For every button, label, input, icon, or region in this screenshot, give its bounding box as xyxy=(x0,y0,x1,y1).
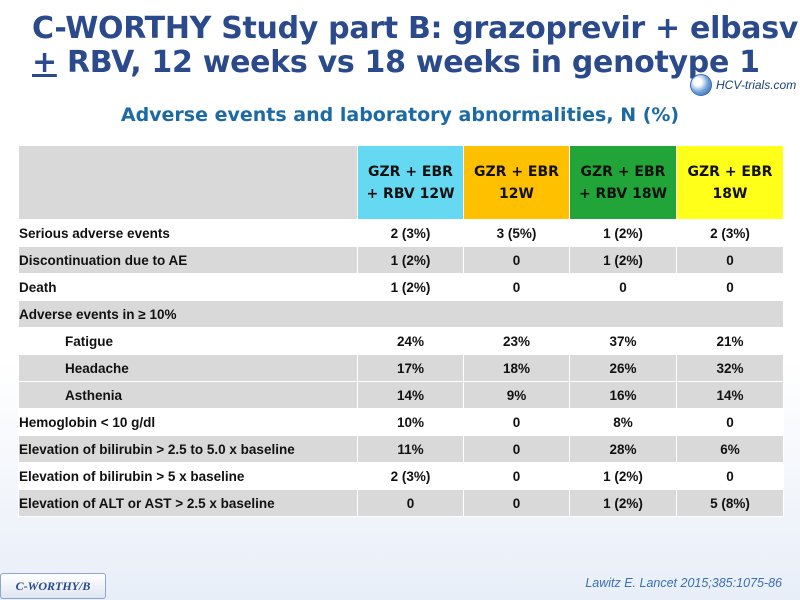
header-line-2: 18W xyxy=(712,185,748,202)
table-row: Discontinuation due to AE 1 (2%) 0 1 (2%… xyxy=(18,246,784,274)
cell-value: 6% xyxy=(676,435,784,463)
cell-value: 0 xyxy=(676,246,784,274)
table-corner-cell xyxy=(18,145,358,220)
table-row: Asthenia 14% 9% 16% 14% xyxy=(18,381,784,409)
cell-value: 16% xyxy=(569,381,677,409)
title-line-2: + RBV, 12 weeks vs 18 weeks in genotype … xyxy=(32,45,760,80)
cell-value: 17% xyxy=(357,354,464,382)
table-row: Elevation of ALT or AST > 2.5 x baseline… xyxy=(18,489,784,517)
header-gzr-ebr-18w: GZR + EBR 18W xyxy=(676,145,784,220)
cell-value: 11% xyxy=(357,435,464,463)
header-gzr-ebr-rbv-12w: GZR + EBR + RBV 12W xyxy=(357,145,464,220)
title-line-2-text: RBV, 12 weeks vs 18 weeks in genotype 1 xyxy=(56,45,760,80)
cell-value: 0 xyxy=(463,273,570,301)
cell-value: 14% xyxy=(676,381,784,409)
cell-value: 26% xyxy=(569,354,677,382)
cell-value: 0 xyxy=(676,462,784,490)
row-label: Elevation of bilirubin > 5 x baseline xyxy=(18,462,358,490)
hcv-trials-logo: HCV-trials.com xyxy=(690,74,800,96)
cell-value: 0 xyxy=(463,462,570,490)
table-row: Fatigue 24% 23% 37% 21% xyxy=(18,327,784,355)
row-label: Adverse events in ≥ 10% xyxy=(18,300,784,328)
citation-reference: Lawitz E. Lancet 2015;385:1075-86 xyxy=(585,576,782,590)
cell-value: 1 (2%) xyxy=(569,489,677,517)
header-line-1: GZR + EBR xyxy=(687,163,773,180)
cell-value: 21% xyxy=(676,327,784,355)
row-label: Serious adverse events xyxy=(18,219,358,247)
header-line-1: GZR + EBR xyxy=(580,163,666,180)
adverse-events-table: GZR + EBR + RBV 12W GZR + EBR 12W GZR + … xyxy=(18,145,784,517)
cell-value: 0 xyxy=(569,273,677,301)
title-line-1: C-WORTHY Study part B: grazoprevir + elb… xyxy=(32,11,800,46)
table-row: Headache 17% 18% 26% 32% xyxy=(18,354,784,382)
table-row: Adverse events in ≥ 10% xyxy=(18,300,784,328)
cell-value: 2 (3%) xyxy=(357,462,464,490)
cell-value: 1 (2%) xyxy=(569,246,677,274)
cell-value: 1 (2%) xyxy=(569,219,677,247)
row-label: Discontinuation due to AE xyxy=(18,246,358,274)
cell-value: 0 xyxy=(463,246,570,274)
header-line-2: + RBV 18W xyxy=(578,185,668,202)
table-row: Death 1 (2%) 0 0 0 xyxy=(18,273,784,301)
slide-title: C-WORTHY Study part B: grazoprevir + elb… xyxy=(32,11,800,80)
table-row: Elevation of bilirubin > 2.5 to 5.0 x ba… xyxy=(18,435,784,463)
cell-value: 10% xyxy=(357,408,464,436)
header-gzr-ebr-rbv-18w: GZR + EBR + RBV 18W xyxy=(569,145,677,220)
header-gzr-ebr-12w: GZR + EBR 12W xyxy=(463,145,570,220)
cell-value: 24% xyxy=(357,327,464,355)
globe-icon xyxy=(690,74,712,96)
row-label: Hemoglobin < 10 g/dl xyxy=(18,408,358,436)
header-line-1: GZR + EBR xyxy=(474,163,559,180)
cell-value: 0 xyxy=(463,435,570,463)
table-row: Hemoglobin < 10 g/dl 10% 0 8% 0 xyxy=(18,408,784,436)
cell-value: 14% xyxy=(357,381,464,409)
cell-value: 2 (3%) xyxy=(357,219,464,247)
study-tag: C-WORTHY/B xyxy=(0,573,106,599)
cell-value: 1 (2%) xyxy=(569,462,677,490)
cell-value: 28% xyxy=(569,435,677,463)
row-label: Elevation of bilirubin > 2.5 to 5.0 x ba… xyxy=(18,435,358,463)
cell-value: 1 (2%) xyxy=(357,273,464,301)
cell-value: 0 xyxy=(676,273,784,301)
plus-minus-sign: + xyxy=(32,45,57,80)
row-label: Elevation of ALT or AST > 2.5 x baseline xyxy=(18,489,358,517)
row-label: Death xyxy=(18,273,358,301)
cell-value: 18% xyxy=(463,354,570,382)
table-header-row: GZR + EBR + RBV 12W GZR + EBR 12W GZR + … xyxy=(18,145,784,220)
cell-value: 0 xyxy=(463,489,570,517)
cell-value: 0 xyxy=(463,408,570,436)
cell-value: 1 (2%) xyxy=(357,246,464,274)
cell-value: 8% xyxy=(569,408,677,436)
cell-value: 9% xyxy=(463,381,570,409)
table-row: Serious adverse events 2 (3%) 3 (5%) 1 (… xyxy=(18,219,784,247)
row-label: Fatigue xyxy=(18,327,358,355)
cell-value: 23% xyxy=(463,327,570,355)
table-row: Elevation of bilirubin > 5 x baseline 2 … xyxy=(18,462,784,490)
row-label: Headache xyxy=(18,354,358,382)
header-line-2: + RBV 12W xyxy=(366,185,455,202)
cell-value: 0 xyxy=(357,489,464,517)
row-label: Asthenia xyxy=(18,381,358,409)
cell-value: 0 xyxy=(676,408,784,436)
cell-value: 5 (8%) xyxy=(676,489,784,517)
header-line-2: 12W xyxy=(499,185,534,202)
table-subtitle: Adverse events and laboratory abnormalit… xyxy=(120,104,680,126)
logo-text: HCV-trials.com xyxy=(716,78,797,92)
cell-value: 3 (5%) xyxy=(463,219,570,247)
header-line-1: GZR + EBR xyxy=(368,163,453,180)
cell-value: 32% xyxy=(676,354,784,382)
cell-value: 2 (3%) xyxy=(676,219,784,247)
cell-value: 37% xyxy=(569,327,677,355)
